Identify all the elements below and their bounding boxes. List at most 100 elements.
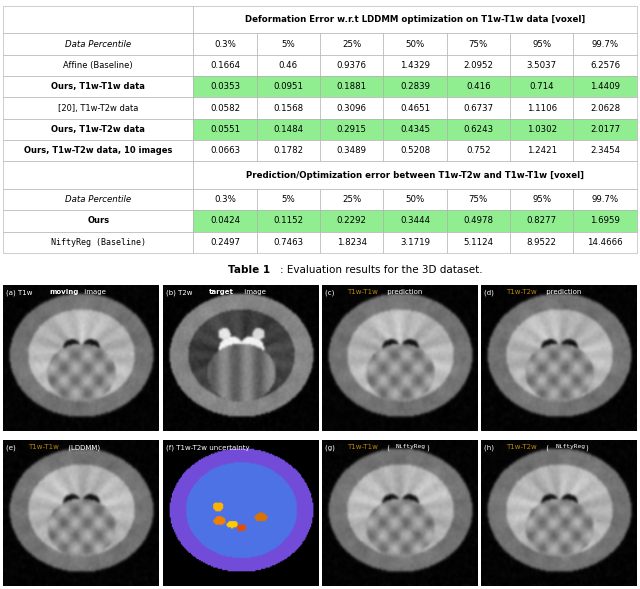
Text: 0.4978: 0.4978 xyxy=(463,216,493,226)
Text: 2.0177: 2.0177 xyxy=(590,125,620,134)
Bar xyxy=(320,97,383,119)
Text: 1.4409: 1.4409 xyxy=(590,82,620,91)
Text: 95%: 95% xyxy=(532,39,551,49)
Text: 0.1881: 0.1881 xyxy=(337,82,367,91)
Bar xyxy=(510,34,573,55)
Bar xyxy=(257,210,320,231)
Text: 1.1106: 1.1106 xyxy=(527,104,557,112)
Text: 0.3%: 0.3% xyxy=(214,195,236,204)
Text: image: image xyxy=(83,289,106,295)
Bar xyxy=(3,6,193,34)
Bar xyxy=(447,140,510,161)
Text: 0.0663: 0.0663 xyxy=(210,146,240,155)
Text: Ours: Ours xyxy=(87,216,109,226)
Text: Affine (Baseline): Affine (Baseline) xyxy=(63,61,133,70)
Bar xyxy=(3,97,193,119)
Text: 0.0353: 0.0353 xyxy=(210,82,240,91)
Text: 0.6243: 0.6243 xyxy=(463,125,493,134)
Text: T1w-T1w: T1w-T1w xyxy=(28,444,59,450)
Bar xyxy=(383,231,447,253)
Bar xyxy=(3,231,193,253)
Bar xyxy=(193,97,257,119)
Text: target: target xyxy=(209,289,234,295)
Bar xyxy=(573,119,637,140)
Text: 75%: 75% xyxy=(468,39,488,49)
Text: 0.6737: 0.6737 xyxy=(463,104,493,112)
Bar xyxy=(573,34,637,55)
Text: Deformation Error w.r.t LDDMM optimization on T1w-T1w data [voxel]: Deformation Error w.r.t LDDMM optimizati… xyxy=(245,15,585,24)
Bar xyxy=(447,189,510,210)
Text: 3.1719: 3.1719 xyxy=(400,238,430,247)
Bar xyxy=(383,140,447,161)
Text: image: image xyxy=(242,289,266,295)
Bar xyxy=(257,34,320,55)
Bar xyxy=(193,231,257,253)
Bar xyxy=(383,55,447,76)
Text: (c): (c) xyxy=(325,289,337,296)
Bar xyxy=(383,119,447,140)
Text: 5%: 5% xyxy=(282,39,295,49)
Bar xyxy=(257,231,320,253)
Text: NiftyReg (Baseline): NiftyReg (Baseline) xyxy=(51,238,146,247)
Text: 0.3444: 0.3444 xyxy=(400,216,430,226)
Text: 0.5208: 0.5208 xyxy=(400,146,430,155)
Text: 0.46: 0.46 xyxy=(279,61,298,70)
Bar xyxy=(320,140,383,161)
Text: 2.0628: 2.0628 xyxy=(590,104,620,112)
Text: 0.1664: 0.1664 xyxy=(210,61,240,70)
Text: 14.4666: 14.4666 xyxy=(588,238,623,247)
Bar xyxy=(257,119,320,140)
Text: 0.0582: 0.0582 xyxy=(210,104,240,112)
Text: 8.9522: 8.9522 xyxy=(527,238,557,247)
Bar xyxy=(510,189,573,210)
Text: NiftyReg: NiftyReg xyxy=(555,444,585,449)
Text: 0.1152: 0.1152 xyxy=(273,216,303,226)
Bar xyxy=(573,97,637,119)
Bar xyxy=(3,76,193,97)
Text: 0.8277: 0.8277 xyxy=(527,216,557,226)
Text: 95%: 95% xyxy=(532,195,551,204)
Text: 0.4651: 0.4651 xyxy=(400,104,430,112)
Text: 5%: 5% xyxy=(282,195,295,204)
Bar xyxy=(510,97,573,119)
Text: : Evaluation results for the 3D dataset.: : Evaluation results for the 3D dataset. xyxy=(280,264,483,274)
Text: Data Percentile: Data Percentile xyxy=(65,39,131,49)
Text: Table 1: Table 1 xyxy=(228,264,270,274)
Bar xyxy=(447,34,510,55)
Bar xyxy=(193,189,257,210)
Text: NiftyReg: NiftyReg xyxy=(396,444,426,449)
Text: 0.714: 0.714 xyxy=(529,82,554,91)
Text: Ours, T1w-T2w data: Ours, T1w-T2w data xyxy=(51,125,145,134)
Text: 25%: 25% xyxy=(342,39,362,49)
Text: (b) T2w: (b) T2w xyxy=(166,289,195,296)
Text: 3.5037: 3.5037 xyxy=(527,61,557,70)
Text: 99.7%: 99.7% xyxy=(591,195,619,204)
Bar xyxy=(573,76,637,97)
Text: 0.1484: 0.1484 xyxy=(273,125,303,134)
Bar xyxy=(383,97,447,119)
Text: 5.1124: 5.1124 xyxy=(463,238,493,247)
Text: 2.0952: 2.0952 xyxy=(463,61,493,70)
Text: Ours, T1w-T2w data, 10 images: Ours, T1w-T2w data, 10 images xyxy=(24,146,172,155)
Text: T1w-T2w: T1w-T2w xyxy=(506,289,537,295)
Bar xyxy=(257,76,320,97)
Text: ): ) xyxy=(426,444,429,451)
Text: Ours, T1w-T1w data: Ours, T1w-T1w data xyxy=(51,82,145,91)
Text: 1.8234: 1.8234 xyxy=(337,238,367,247)
Bar xyxy=(320,231,383,253)
Text: Data Percentile: Data Percentile xyxy=(65,195,131,204)
Text: (: ( xyxy=(544,444,549,451)
Bar xyxy=(193,76,257,97)
Text: moving: moving xyxy=(50,289,79,295)
Bar xyxy=(573,140,637,161)
Text: (d): (d) xyxy=(484,289,497,296)
Bar xyxy=(510,119,573,140)
Text: (h): (h) xyxy=(484,444,497,451)
Text: 0.2497: 0.2497 xyxy=(210,238,240,247)
Bar xyxy=(257,55,320,76)
Bar xyxy=(257,189,320,210)
Text: 0.1568: 0.1568 xyxy=(273,104,303,112)
Bar xyxy=(193,210,257,231)
Bar xyxy=(573,210,637,231)
Bar xyxy=(510,140,573,161)
